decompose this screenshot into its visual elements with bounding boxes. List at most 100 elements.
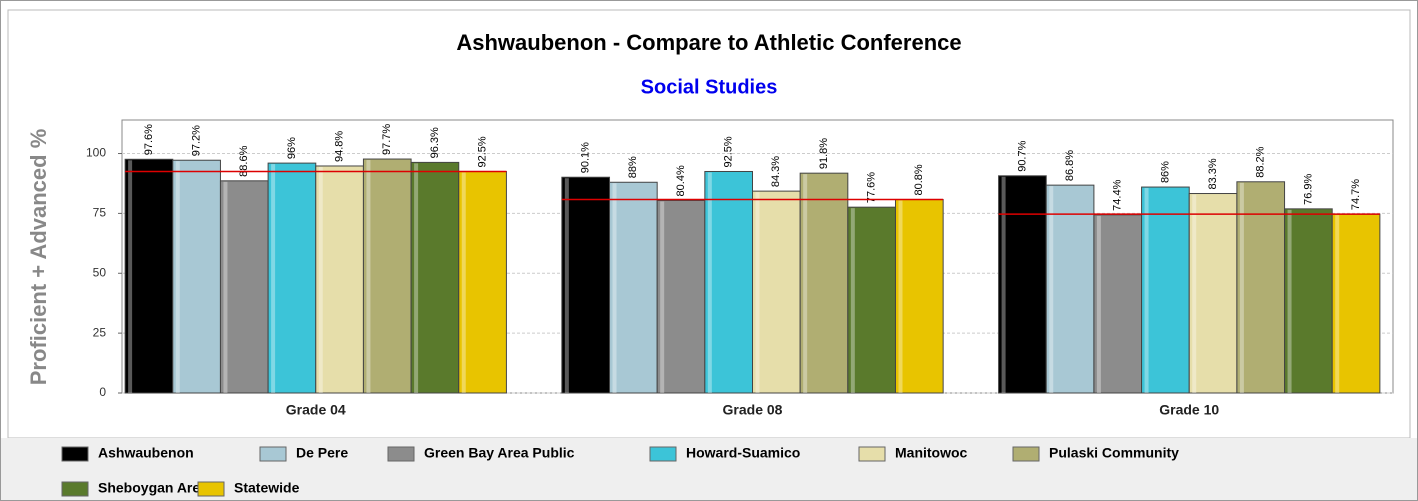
value-label: 94.8% [334, 131, 346, 162]
value-label: 86% [1159, 161, 1171, 183]
bar [1045, 184, 1095, 394]
chart-subtitle: Social Studies [641, 76, 778, 98]
value-label: 90.1% [580, 142, 592, 173]
bar-highlight [755, 192, 760, 393]
legend-label: Pulaski Community [1049, 445, 1179, 461]
bar [1141, 186, 1190, 394]
value-label: 90.7% [1016, 140, 1028, 171]
bar [704, 170, 754, 394]
value-label: 97.2% [191, 125, 203, 156]
value-label: 97.7% [381, 124, 393, 155]
value-label: 80.4% [675, 165, 687, 196]
bar-highlight [898, 200, 903, 393]
value-label: 74.4% [1112, 179, 1124, 210]
bar-highlight [1192, 194, 1197, 393]
bar [219, 180, 269, 394]
bar-highlight [1049, 186, 1054, 393]
bar-highlight [707, 172, 712, 393]
bar [1284, 208, 1333, 394]
value-label: 83.3% [1207, 158, 1219, 189]
legend-area [1, 438, 1417, 500]
x-tick-label: Grade 08 [723, 402, 783, 418]
x-tick-label: Grade 10 [1159, 402, 1219, 418]
bar-highlight [1001, 176, 1006, 393]
value-label: 92.5% [476, 136, 488, 167]
legend-swatch [61, 446, 89, 462]
bar-highlight [366, 160, 371, 393]
bar [362, 158, 412, 394]
value-label: 74.7% [1350, 179, 1362, 210]
bar-highlight [1239, 182, 1244, 393]
value-label: 92.5% [723, 136, 735, 167]
bar [267, 162, 317, 394]
value-label: 88.2% [1255, 146, 1267, 177]
bar [799, 172, 849, 394]
value-label: 97.6% [143, 124, 155, 155]
bar-highlight [660, 201, 665, 393]
x-tick-label: Grade 04 [286, 402, 346, 418]
bar-highlight [461, 172, 466, 393]
bar [172, 159, 221, 394]
bar-highlight [1144, 188, 1149, 393]
value-label: 96% [286, 137, 298, 159]
bar-highlight [1335, 215, 1340, 393]
bar [609, 181, 658, 394]
bar [124, 158, 174, 394]
legend-swatch [61, 481, 89, 497]
value-label: 88% [627, 156, 639, 178]
y-tick-label: 75 [93, 206, 107, 220]
bar [561, 176, 611, 394]
legend-label: Ashwaubenon [98, 445, 194, 461]
bar-highlight [175, 161, 180, 393]
y-tick-label: 100 [86, 146, 106, 160]
legend-label: Green Bay Area Public [424, 445, 575, 461]
chart-title: Ashwaubenon - Compare to Athletic Confer… [456, 30, 961, 55]
legend-swatch [858, 446, 886, 462]
legend-swatch [387, 446, 415, 462]
legend-swatch [259, 446, 287, 462]
bar [998, 175, 1047, 394]
legend-label: Howard-Suamico [686, 445, 800, 461]
bar [752, 190, 801, 394]
bar-highlight [564, 178, 569, 393]
bar-highlight [318, 166, 323, 393]
bar [315, 165, 364, 394]
legend-label: De Pere [296, 445, 348, 461]
bar-highlight [1287, 209, 1292, 393]
legend-label: Sheboygan Area [98, 480, 208, 496]
value-label: 80.8% [913, 164, 925, 195]
bar-highlight [271, 164, 276, 393]
bar [1188, 193, 1238, 394]
y-tick-label: 0 [99, 385, 106, 399]
bar [458, 170, 507, 394]
bar-highlight [128, 160, 133, 393]
bar [1093, 214, 1143, 394]
legend-label: Manitowoc [895, 445, 968, 461]
value-label: 77.6% [866, 172, 878, 203]
y-axis-label: Proficient + Advanced % [26, 129, 51, 386]
y-tick-label: 50 [93, 265, 107, 279]
value-label: 91.8% [818, 138, 830, 169]
legend-swatch [197, 481, 225, 497]
value-label: 84.3% [770, 156, 782, 187]
bar [847, 206, 896, 394]
bar [1331, 213, 1381, 394]
value-label: 88.6% [238, 145, 250, 176]
bar-highlight [223, 181, 228, 393]
y-tick-label: 25 [93, 325, 107, 339]
value-label: 96.3% [429, 127, 441, 158]
bar-highlight [850, 208, 855, 393]
bar [656, 199, 706, 394]
bar-highlight [612, 183, 617, 393]
legend-swatch [1012, 446, 1040, 462]
bar [410, 161, 460, 394]
bar-highlight [803, 174, 808, 393]
bar-highlight [1096, 215, 1101, 393]
value-label: 86.8% [1064, 150, 1076, 181]
bar [1236, 181, 1286, 394]
legend-swatch [649, 446, 677, 462]
bar [894, 199, 944, 394]
bar-highlight [414, 163, 419, 393]
legend-label: Statewide [234, 480, 300, 496]
